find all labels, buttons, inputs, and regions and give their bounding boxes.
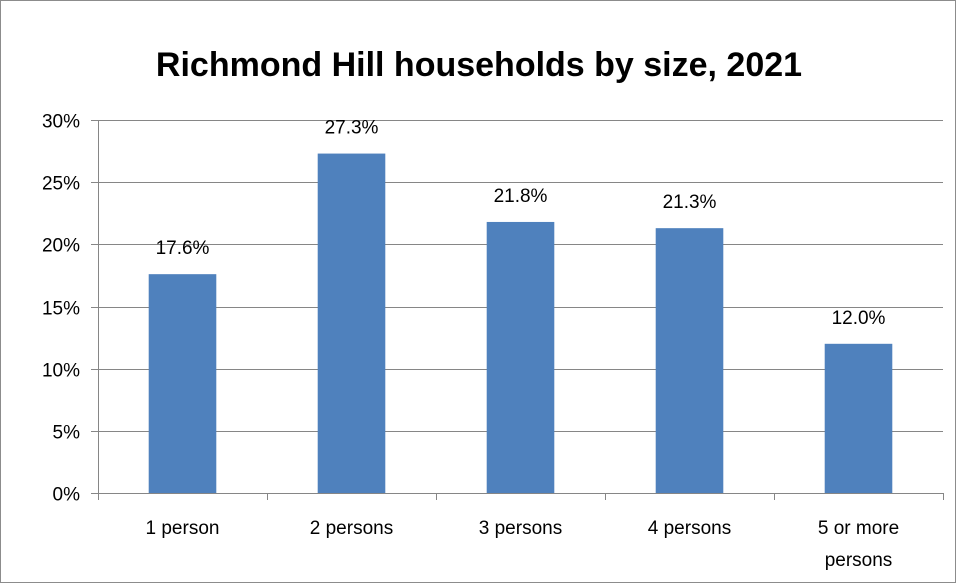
x-tick-label: 3 persons: [479, 518, 562, 539]
bars: [148, 153, 893, 494]
bar: [655, 228, 724, 494]
y-tick-label: 10%: [42, 361, 80, 382]
bar: [824, 343, 893, 493]
x-tick-labels: 1 person 2 persons 3 persons 4 persons 5 or …: [146, 518, 900, 571]
y-tick-label: 20%: [42, 236, 80, 257]
data-label: 27.3%: [325, 118, 379, 139]
bar: [486, 221, 555, 493]
data-label: 12.0%: [832, 308, 886, 329]
bar: [148, 274, 217, 493]
data-label: 21.8%: [494, 186, 548, 207]
x-tick-label: persons: [825, 550, 893, 571]
y-tick-label: 30%: [42, 112, 80, 133]
y-tick-label: 5%: [53, 423, 81, 444]
y-tick-label: 0%: [53, 485, 81, 506]
x-tick-label: 4 persons: [648, 518, 731, 539]
data-label: 21.3%: [663, 192, 717, 213]
y-tick-label: 25%: [42, 174, 80, 195]
y-tick-labels: 0% 5% 10% 15% 20% 25% 30%: [42, 112, 80, 506]
bar: [317, 153, 386, 493]
y-tick-label: 15%: [42, 299, 80, 320]
data-label: 17.6%: [156, 238, 210, 259]
data-labels: 17.6% 27.3% 21.8% 21.3% 12.0%: [156, 118, 886, 329]
axes: [91, 120, 944, 500]
x-tick-label: 5 or more: [818, 518, 899, 539]
chart-title: Richmond Hill households by size, 2021: [156, 46, 802, 84]
x-tick-label: 2 persons: [310, 518, 393, 539]
x-tick-label: 1 person: [146, 518, 220, 539]
